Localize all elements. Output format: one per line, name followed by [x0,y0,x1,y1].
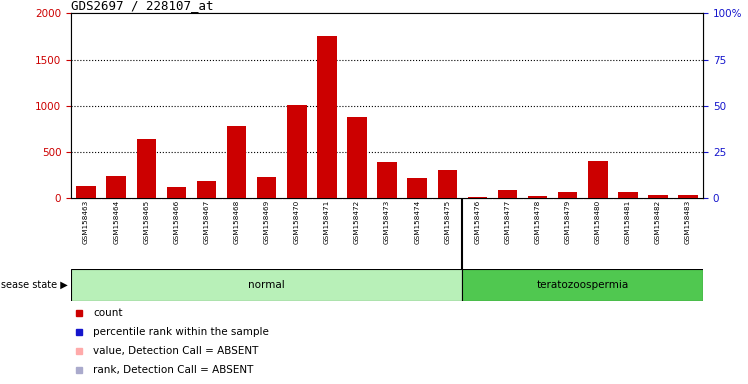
Text: GSM158478: GSM158478 [535,200,541,244]
Text: GSM158469: GSM158469 [264,200,270,244]
Text: GSM158480: GSM158480 [595,200,601,244]
Bar [227,126,246,198]
Bar [558,192,577,198]
Text: count: count [94,308,123,318]
Text: GSM158463: GSM158463 [83,200,89,244]
Bar [76,186,96,198]
Bar [167,187,186,198]
Text: GSM158464: GSM158464 [113,200,119,244]
Text: GSM158483: GSM158483 [685,200,691,244]
Text: GSM158475: GSM158475 [444,200,450,244]
Bar [408,179,427,198]
Text: percentile rank within the sample: percentile rank within the sample [94,327,269,337]
Text: GDS2697 / 228107_at: GDS2697 / 228107_at [71,0,214,12]
Bar [347,117,367,198]
Text: teratozoospermia: teratozoospermia [536,280,629,290]
Text: disease state ▶: disease state ▶ [0,280,67,290]
Bar [287,105,307,198]
Text: GSM158479: GSM158479 [565,200,571,244]
Text: normal: normal [248,280,285,290]
Bar [678,195,698,198]
Text: GSM158466: GSM158466 [174,200,180,244]
Text: GSM158472: GSM158472 [354,200,360,244]
Bar [468,197,487,198]
Bar [462,269,703,301]
Text: GSM158465: GSM158465 [144,200,150,244]
Bar [197,181,216,198]
Text: value, Detection Call = ABSENT: value, Detection Call = ABSENT [94,346,259,356]
Text: GSM158468: GSM158468 [233,200,239,244]
Bar [106,175,126,198]
Text: GSM158474: GSM158474 [414,200,420,244]
Text: GSM158482: GSM158482 [655,200,661,244]
Bar [588,161,607,198]
Bar [528,196,548,198]
Bar [137,139,156,198]
Bar [618,192,637,198]
Bar [438,170,457,198]
Text: rank, Detection Call = ABSENT: rank, Detection Call = ABSENT [94,365,254,375]
Text: GSM158470: GSM158470 [294,200,300,244]
Text: GSM158477: GSM158477 [504,200,510,244]
Bar [377,162,397,198]
Bar [71,269,462,301]
Text: GSM158467: GSM158467 [203,200,209,244]
Bar [649,195,668,198]
Text: GSM158481: GSM158481 [625,200,631,244]
Text: GSM158473: GSM158473 [384,200,390,244]
Bar [497,190,518,198]
Bar [257,177,277,198]
Bar [317,36,337,198]
Text: GSM158471: GSM158471 [324,200,330,244]
Text: GSM158476: GSM158476 [474,200,480,244]
